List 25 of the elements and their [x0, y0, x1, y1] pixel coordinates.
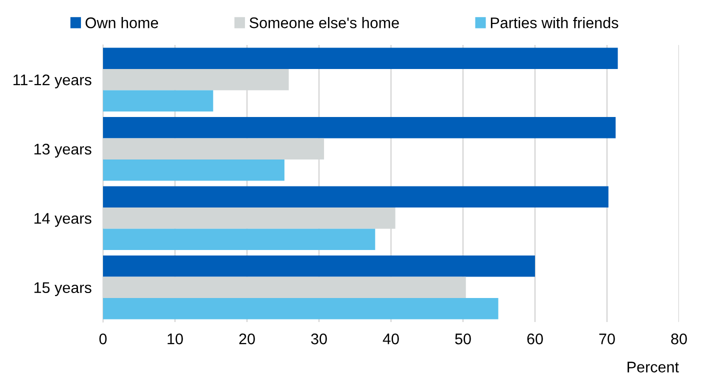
legend-label: Parties with friends — [490, 17, 618, 28]
x-tick-label: 60 — [527, 334, 543, 344]
bar — [103, 298, 498, 320]
bar — [103, 256, 535, 277]
y-tick-label: 11-12 years — [14, 74, 92, 88]
bar — [103, 228, 376, 250]
x-tick-label: 70 — [599, 334, 615, 344]
x-tick-label: 10 — [168, 334, 183, 344]
x-tick-label: 20 — [239, 334, 255, 344]
bar — [103, 186, 608, 208]
bar — [103, 90, 214, 112]
x-tick-label: 0 — [99, 334, 107, 344]
bar — [103, 117, 616, 138]
x-axis-title: Percent — [628, 362, 679, 372]
x-tick-label: 30 — [311, 334, 327, 344]
x-tick-label: 50 — [455, 334, 471, 344]
bar — [103, 159, 284, 181]
y-tick-label: 13 years — [34, 144, 92, 158]
y-tick-label: 15 years — [34, 282, 92, 296]
x-tick-label: 40 — [382, 334, 399, 344]
y-tick-label: 14 years — [34, 213, 92, 227]
legend-label: Own home — [86, 17, 158, 28]
legend-label: Someone else's home — [250, 17, 399, 28]
x-tick-label: 80 — [671, 334, 687, 344]
bar — [103, 48, 618, 70]
